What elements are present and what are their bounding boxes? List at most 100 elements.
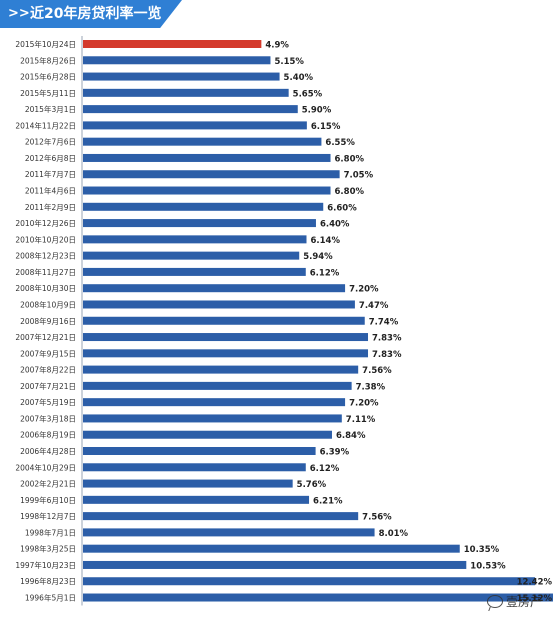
value-label: 5.65% [293, 89, 323, 99]
value-label: 7.11% [346, 415, 376, 425]
category-label: 2007年5月19日 [20, 397, 76, 407]
category-label: 2012年6月8日 [25, 153, 76, 163]
watermark-text: 壹房产 [505, 594, 542, 609]
bar [83, 495, 310, 504]
category-label: 1998年7月1日 [25, 527, 76, 537]
bar [83, 479, 293, 488]
value-label: 6.14% [310, 236, 340, 246]
category-label: 2014年11月22日 [15, 120, 76, 130]
category-label: 2015年10月24日 [15, 39, 76, 49]
value-label: 6.15% [311, 122, 341, 132]
category-label: 2002年2月21日 [20, 479, 76, 489]
value-label: 8.01% [379, 529, 409, 539]
bar [83, 72, 280, 81]
chart-title: 近20年房贷利率一览 [30, 6, 162, 22]
category-label: 1997年10月23日 [15, 560, 76, 570]
value-label: 12.42% [517, 578, 553, 588]
bar [83, 251, 300, 260]
watermark: 壹房产 [486, 591, 542, 611]
bar [83, 88, 289, 97]
category-label: 2015年5月11日 [20, 88, 76, 98]
value-label: 4.9% [265, 41, 289, 51]
bar [83, 365, 359, 374]
category-label: 2015年3月1日 [25, 104, 76, 114]
value-label: 5.90% [302, 106, 332, 116]
bar [83, 137, 322, 146]
category-label: 2008年10月30日 [15, 283, 76, 293]
category-label: 2011年4月6日 [25, 186, 76, 196]
bar [83, 186, 331, 195]
category-label: 2007年12月21日 [15, 332, 76, 342]
header-banner: >> 近20年房贷利率一览 [0, 0, 182, 28]
category-label: 2007年8月22日 [20, 365, 76, 375]
value-label: 7.05% [344, 171, 374, 181]
bar [83, 56, 271, 65]
value-label: 7.83% [372, 334, 402, 344]
category-label: 2012年7月6日 [25, 137, 76, 147]
value-label: 6.80% [335, 187, 365, 197]
category-label: 2010年12月26日 [15, 218, 76, 228]
bar [83, 447, 316, 455]
bar [83, 170, 340, 179]
bar [83, 267, 306, 276]
category-label: 2006年8月19日 [20, 430, 76, 440]
bar [83, 414, 342, 423]
value-label: 6.21% [313, 496, 343, 506]
bar [83, 153, 331, 162]
bar [83, 284, 346, 293]
category-label: 1998年3月25日 [20, 544, 76, 554]
bar [83, 398, 346, 407]
value-label: 6.84% [336, 431, 366, 441]
bar [83, 202, 324, 211]
value-label: 5.94% [303, 252, 333, 262]
value-label: 6.12% [310, 268, 340, 278]
bar [83, 577, 536, 586]
bar [83, 560, 467, 569]
value-label: 6.12% [310, 464, 340, 474]
value-label: 5.40% [284, 73, 314, 83]
category-label: 2006年4月28日 [20, 446, 76, 456]
bar [83, 512, 359, 521]
value-label: 7.38% [356, 382, 386, 392]
value-label: 7.47% [359, 301, 389, 311]
wechat-icon [486, 594, 503, 608]
value-label: 7.56% [362, 366, 392, 376]
category-label: 2008年12月23日 [15, 251, 76, 261]
value-label: 6.55% [325, 138, 355, 148]
value-label: 5.76% [297, 480, 327, 490]
category-label: 2008年9月16日 [20, 316, 76, 326]
bar [83, 105, 298, 114]
value-label: 10.35% [464, 545, 500, 555]
category-label: 2004年10月29日 [15, 462, 76, 472]
bar [83, 528, 375, 537]
bar [83, 300, 355, 309]
category-label: 1998年12月7日 [20, 511, 76, 521]
value-label: 7.74% [369, 317, 399, 327]
category-label: 2010年10月20日 [15, 234, 76, 244]
bar [83, 430, 332, 439]
value-label: 7.83% [372, 350, 402, 360]
bar [83, 463, 306, 472]
category-label: 2015年6月28日 [20, 72, 76, 82]
bar [83, 593, 553, 602]
category-label: 1996年8月23日 [20, 576, 76, 586]
bar [83, 333, 369, 342]
value-label: 7.20% [349, 399, 379, 409]
category-label: 2008年11月27日 [15, 267, 76, 277]
category-label: 1999年6月10日 [20, 495, 76, 505]
category-label: 2007年7月21日 [20, 381, 76, 391]
double-chevron-right-icon: >> [8, 6, 30, 21]
bar [83, 121, 307, 130]
category-label: 2015年8月26日 [20, 55, 76, 65]
bar [83, 235, 307, 244]
value-label: 6.39% [320, 448, 350, 458]
value-label: 6.80% [335, 154, 365, 164]
value-label: 15.12% [517, 594, 553, 604]
value-label: 5.15% [274, 57, 304, 67]
value-label: 10.53% [470, 561, 506, 571]
bar [83, 219, 316, 228]
category-label: 2007年9月15日 [20, 348, 76, 358]
category-label: 2007年3月18日 [20, 413, 76, 423]
bar [83, 544, 460, 553]
